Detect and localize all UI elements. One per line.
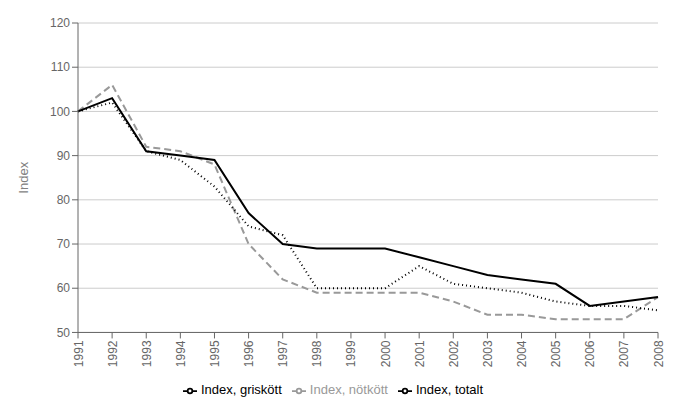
svg-text:90: 90	[57, 149, 71, 163]
svg-text:70: 70	[57, 237, 71, 251]
svg-text:2000: 2000	[379, 340, 393, 367]
svg-text:1996: 1996	[242, 340, 256, 367]
svg-text:2008: 2008	[652, 340, 666, 367]
svg-text:2007: 2007	[617, 340, 631, 367]
svg-text:1991: 1991	[72, 340, 86, 367]
svg-text:60: 60	[57, 281, 71, 295]
svg-text:1994: 1994	[174, 340, 188, 367]
svg-text:1998: 1998	[310, 340, 324, 367]
svg-text:1993: 1993	[140, 340, 154, 367]
svg-text:1995: 1995	[208, 340, 222, 367]
svg-text:Index: Index	[16, 161, 31, 193]
svg-text:2002: 2002	[447, 340, 461, 367]
svg-text:2003: 2003	[481, 340, 495, 367]
svg-text:120: 120	[50, 16, 70, 30]
html-text:Index, nötkött: Index, nötkött	[309, 382, 388, 398]
svg-text:80: 80	[57, 193, 71, 207]
svg-text:2005: 2005	[549, 340, 563, 367]
svg-text:1997: 1997	[276, 340, 290, 367]
html-text:Index, griskött: Index, griskött	[200, 382, 282, 398]
svg-text:2006: 2006	[583, 340, 597, 367]
svg-text:1999: 1999	[344, 340, 358, 367]
html-text:Index, totalt: Index, totalt	[415, 382, 484, 398]
svg-text:100: 100	[50, 105, 70, 119]
svg-text:50: 50	[57, 326, 71, 340]
svg-text:2001: 2001	[413, 340, 427, 367]
svg-text:2004: 2004	[515, 340, 529, 367]
svg-text:110: 110	[51, 60, 70, 74]
svg-text:1992: 1992	[106, 340, 120, 367]
